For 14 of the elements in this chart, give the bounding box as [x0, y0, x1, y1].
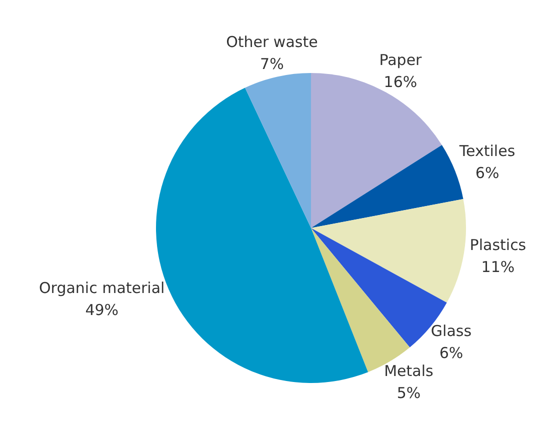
data-label: 7% — [260, 55, 284, 74]
data-label: 6% — [475, 164, 500, 182]
data-label: 16% — [384, 73, 418, 92]
data-label: 11% — [481, 258, 515, 276]
slice-label: Textiles — [458, 142, 516, 160]
slice-label: Metals — [384, 362, 434, 380]
data-label: 6% — [439, 344, 464, 362]
slice-label: Paper — [379, 51, 423, 70]
data-label: 5% — [396, 384, 421, 402]
slice-label: Other waste — [226, 33, 318, 52]
slice-label: Glass — [430, 322, 472, 340]
slice-label: Organic material — [38, 278, 165, 297]
data-label: 49% — [85, 300, 119, 319]
slice-label: Plastics — [470, 236, 526, 254]
